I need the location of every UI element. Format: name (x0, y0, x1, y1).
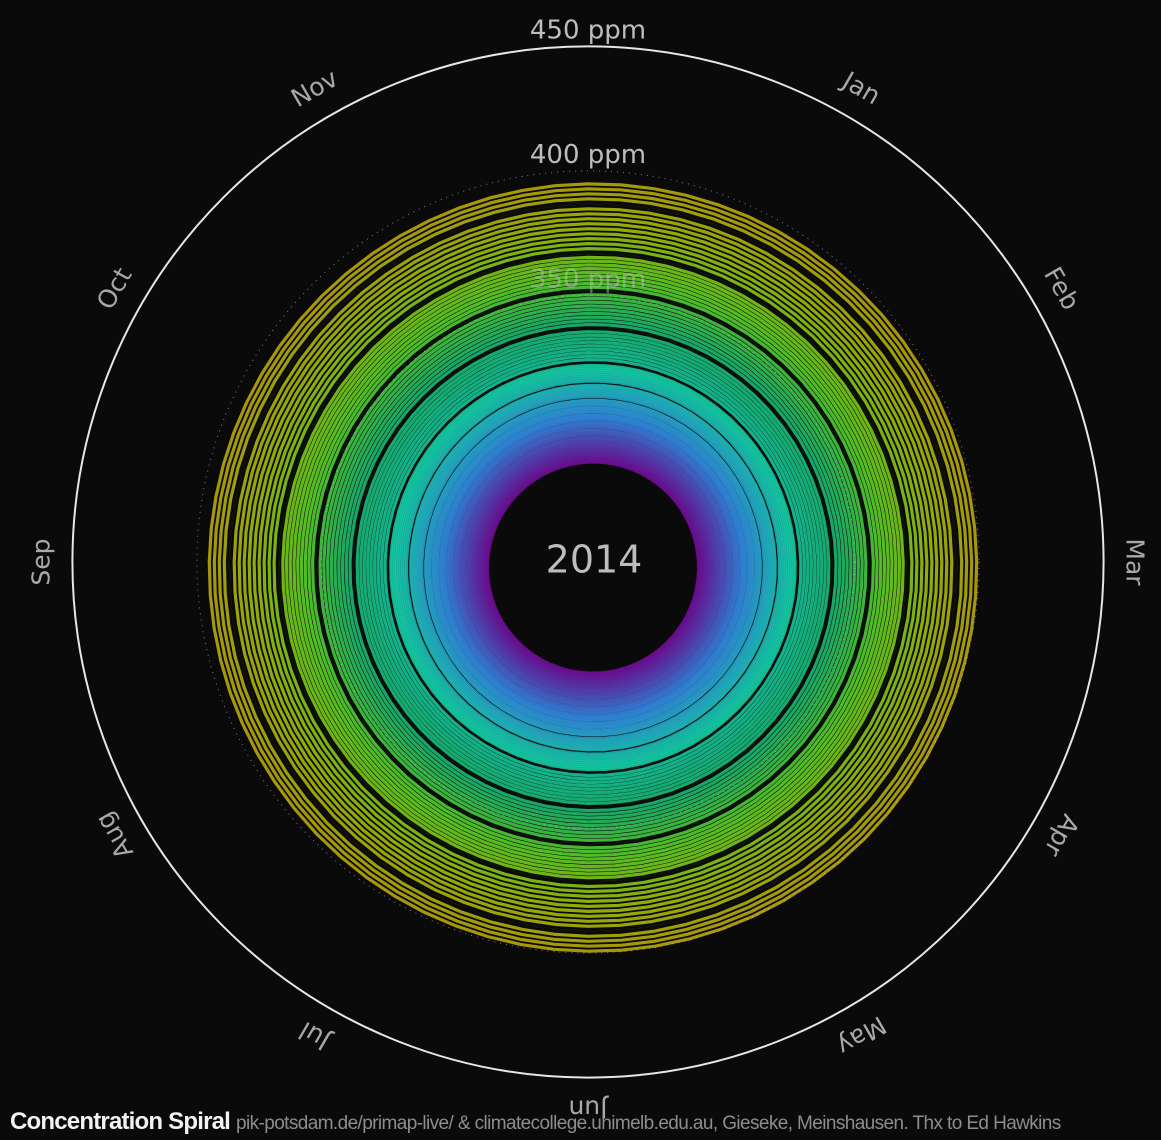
center-year-label: 2014 (546, 538, 643, 582)
spiral-year-ring (237, 212, 949, 923)
spiral-year-ring (284, 259, 902, 876)
spiral-year-ring (252, 227, 934, 909)
spiral-year-ring (262, 236, 924, 899)
spiral-year-ring (232, 207, 954, 928)
spiral-year-ring (217, 192, 969, 943)
spiral-year-ring (359, 333, 827, 802)
spiral-rings (207, 182, 979, 953)
spiral-year-ring (408, 382, 778, 753)
month-label-jan: Jan (836, 65, 886, 110)
spiral-year-ring (288, 263, 898, 872)
month-label-feb: Feb (1038, 262, 1085, 315)
spiral-year-ring (392, 367, 794, 768)
spiral-year-ring (325, 300, 861, 835)
outer-axis-circle (71, 45, 1105, 1079)
spiral-year-ring (348, 322, 838, 813)
spiral-year-ring (396, 371, 790, 764)
dotted-axis-circle-350 (320, 294, 856, 830)
radial-tick-labels: 350 ppm 400 ppm 450 ppm (530, 15, 646, 294)
spiral-year-ring (257, 232, 929, 904)
spiral-year-ring (404, 379, 782, 756)
spiral-year-ring (222, 197, 964, 938)
decade-divider-ring (315, 290, 871, 845)
spiral-year-ring (379, 354, 807, 781)
month-label-may: May (832, 1010, 891, 1061)
spiral-year-ring (369, 344, 817, 792)
decade-divider-ring (387, 362, 799, 773)
spiral-year-ring (398, 373, 788, 762)
spiral-year-ring (281, 255, 905, 880)
spiral-year-ring (376, 350, 810, 785)
spiral-year-ring (310, 285, 876, 850)
spiral-year-ring (242, 217, 944, 919)
spiral-year-ring (299, 274, 887, 861)
spiral-year-ring (340, 315, 846, 820)
footer-credit: pik-potsdam.de/primap-live/ & climatecol… (236, 1113, 1061, 1134)
spiral-year-ring (303, 278, 883, 858)
spiral-year-ring (212, 187, 974, 948)
spiral-year-ring (333, 307, 853, 828)
spiral-year-ring (372, 347, 814, 788)
spiral-year-ring (307, 281, 879, 854)
spiral-year-ring (402, 377, 784, 758)
tick-label-400-ppm: 400 ppm (530, 140, 646, 170)
spiral-year-ring (207, 182, 979, 953)
month-label-aug: Aug (89, 807, 139, 864)
spiral-year-ring (318, 293, 868, 843)
spiral-year-ring (296, 270, 890, 865)
spiral-year-ring (365, 340, 821, 795)
decade-divider-ring (352, 327, 834, 808)
decade-divider-ring (407, 382, 779, 753)
spiral-year-ring (267, 241, 919, 894)
dotted-axis-circle-400 (196, 170, 980, 954)
spiral-year-ring (292, 266, 894, 869)
spiral-year-ring (355, 330, 831, 806)
tick-label-350-ppm: 350 ppm (530, 264, 646, 294)
footer-title: Concentration Spiral (10, 1108, 231, 1135)
spiral-year-ring (322, 296, 864, 839)
spiral-year-ring (344, 319, 842, 816)
spiral-year-ring (247, 222, 939, 914)
month-label-apr: Apr (1038, 810, 1085, 863)
spiral-year-ring (390, 365, 796, 770)
month-label-oct: Oct (91, 262, 138, 314)
spiral-year-ring (383, 357, 803, 778)
footer: Concentration Spiral pik-potsdam.de/prima… (10, 1108, 1061, 1136)
decade-divider-ring (228, 203, 958, 933)
month-label-nov: Nov (286, 63, 343, 113)
month-label-sep: Sep (26, 538, 55, 585)
spiral-year-ring (337, 311, 849, 824)
month-label-mar: Mar (1121, 538, 1150, 586)
month-label-jun: Jun (568, 1095, 609, 1124)
spiral-year-ring (394, 369, 792, 766)
tick-label-450-ppm: 450 ppm (530, 15, 646, 45)
spiral-year-ring (388, 363, 798, 772)
month-label-jul: Jul (294, 1016, 336, 1057)
axis-circles (71, 45, 1105, 1079)
spiral-year-ring (272, 246, 914, 889)
spiral-year-ring (362, 337, 824, 799)
decade-divider-ring (278, 252, 908, 883)
spiral-year-ring (400, 375, 786, 760)
